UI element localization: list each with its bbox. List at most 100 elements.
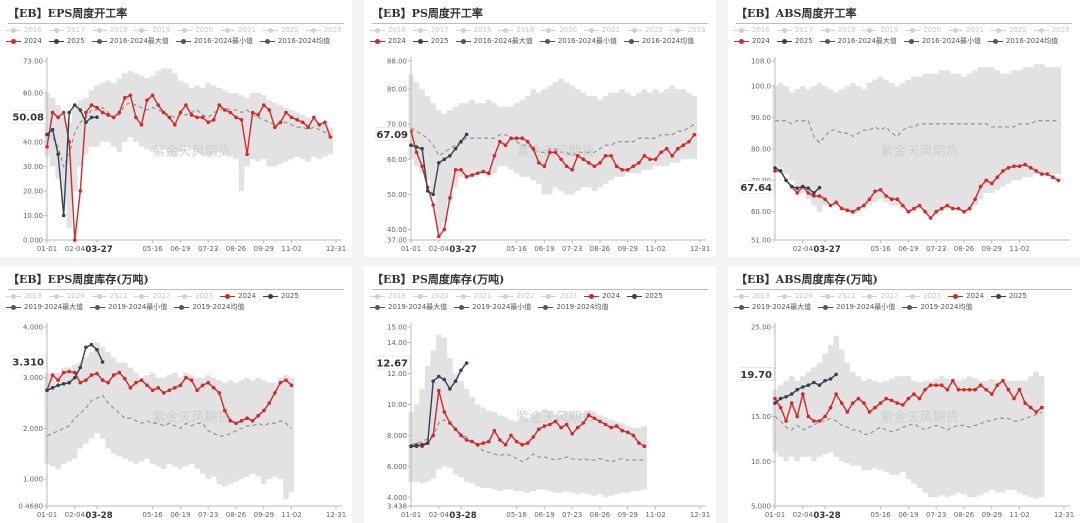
legend-label: 2022 (280, 26, 299, 34)
legend-item-2023[interactable]: 2023 (669, 25, 706, 36)
legend-item-2019-2024[interactable]: 2019-2024最大值 (734, 302, 811, 313)
legend-item-2021[interactable]: 2021 (220, 25, 256, 36)
legend-item-2019-2024[interactable]: 2019-2024均值 (538, 302, 608, 313)
legend-item-2016[interactable]: 2016 (6, 25, 42, 36)
legend-item-2023[interactable]: 2023 (177, 291, 213, 302)
legend-item-2020[interactable]: 2020 (48, 291, 85, 302)
legend-item-2021[interactable]: 2021 (948, 25, 984, 36)
legend-item-2019-2024[interactable]: 2019-2024最大值 (370, 302, 447, 313)
legend-item-2016-2024[interactable]: 2016-2024均值 (987, 36, 1058, 47)
legend-item-2016-2024[interactable]: 2016-2024最小值 (175, 36, 253, 47)
legend-item-2019-2024[interactable]: 2019-2024均值 (902, 302, 972, 313)
data-point-2024 (223, 408, 227, 413)
data-point-2024 (509, 136, 513, 140)
data-point-2024 (78, 380, 83, 385)
legend-item-2019[interactable]: 2019 (862, 25, 898, 36)
legend-item-2022[interactable]: 2022 (626, 25, 663, 36)
legend-item-2021[interactable]: 2021 (91, 291, 128, 302)
legend-item-2025[interactable]: 2025 (990, 291, 1027, 302)
data-point-2024 (620, 168, 624, 172)
legend-item-2020[interactable]: 2020 (905, 25, 941, 36)
legend-item-2021[interactable]: 2021 (819, 291, 855, 302)
legend-marker-icon (91, 38, 107, 45)
legend-item-2021[interactable]: 2021 (584, 25, 620, 36)
legend-item-2019[interactable]: 2019 (498, 25, 534, 36)
legend-item-2019[interactable]: 2019 (134, 25, 170, 36)
range-band-min-max (772, 335, 1045, 499)
data-point-2024 (1023, 401, 1027, 405)
legend-item-2016-2024[interactable]: 2016-2024最大值 (455, 36, 533, 47)
legend-item-2018[interactable]: 2018 (91, 25, 127, 36)
data-point-2024 (884, 194, 888, 198)
watermark: 紫金天风期货 (880, 144, 958, 160)
legend-item-2016[interactable]: 2016 (370, 25, 406, 36)
legend-item-2024[interactable]: 2024 (220, 291, 256, 302)
legend-item-2024[interactable]: 2024 (734, 36, 770, 47)
legend-item-2016-2024[interactable]: 2016-2024均值 (259, 36, 330, 47)
legend-item-2018[interactable]: 2018 (819, 25, 855, 36)
legend-item-2025[interactable]: 2025 (262, 291, 299, 302)
legend-item-2017[interactable]: 2017 (48, 25, 85, 36)
legend-item-2022[interactable]: 2022 (862, 291, 898, 302)
legend-item-2016[interactable]: 2016 (734, 25, 770, 36)
legend-item-2019[interactable]: 2019 (6, 291, 42, 302)
legend-item-2022[interactable]: 2022 (262, 25, 299, 36)
legend-item-2025[interactable]: 2025 (412, 36, 449, 47)
data-point-2024 (592, 416, 597, 421)
legend-item-2022[interactable]: 2022 (134, 291, 170, 302)
legend-item-2023[interactable]: 2023 (1033, 25, 1070, 36)
legend-item-2020[interactable]: 2020 (541, 25, 577, 36)
legend-item-2020[interactable]: 2020 (776, 291, 813, 302)
legend-item-2017[interactable]: 2017 (412, 25, 449, 36)
legend-item-2017[interactable]: 2017 (776, 25, 813, 36)
watermark: 紫金天风期货 (880, 410, 958, 426)
legend-item-2023[interactable]: 2023 (305, 25, 342, 36)
legend-item-2025[interactable]: 2025 (626, 291, 663, 302)
legend-item-2016-2024[interactable]: 2016-2024最小值 (539, 36, 617, 47)
legend-item-2019[interactable]: 2019 (370, 291, 406, 302)
data-point-2024 (67, 369, 71, 374)
data-point-2024 (217, 103, 222, 107)
data-point-2025 (95, 348, 99, 352)
legend-item-2019-2024[interactable]: 2019-2024最大值 (6, 302, 83, 313)
legend-item-2024[interactable]: 2024 (370, 36, 406, 47)
legend-item-2025[interactable]: 2025 (48, 36, 85, 47)
data-point-2024 (851, 209, 855, 214)
legend-label: 2016 (24, 26, 42, 34)
legend-item-2024[interactable]: 2024 (6, 36, 42, 47)
legend-item-2022[interactable]: 2022 (498, 291, 534, 302)
legend-item-2016-2024[interactable]: 2016-2024最大值 (819, 36, 897, 47)
x-tick-label: 06-19 (898, 245, 918, 253)
watermark: 紫金天风期货 (516, 410, 594, 426)
legend-item-2022[interactable]: 2022 (990, 25, 1027, 36)
data-point-2024 (917, 396, 922, 401)
legend-item-2024[interactable]: 2024 (584, 291, 620, 302)
legend-item-2019[interactable]: 2019 (734, 291, 770, 302)
legend-item-2024[interactable]: 2024 (948, 291, 984, 302)
legend-item-2019-2024[interactable]: 2019-2024均值 (174, 302, 244, 313)
legend-item-2016-2024[interactable]: 2016-2024最大值 (91, 36, 169, 47)
legend: 2019 2020 2021 2022 2023 2024 2025 2019-2024最大值… (370, 291, 710, 313)
data-point-2024 (134, 115, 138, 120)
legend-marker-icon (819, 293, 835, 300)
data-point-2024 (828, 405, 833, 410)
legend-item-2019-2024[interactable]: 2019-2024最小值 (454, 302, 531, 313)
legend-item-2020[interactable]: 2020 (177, 25, 213, 36)
legend-item-2019-2024[interactable]: 2019-2024最小值 (818, 302, 895, 313)
y-tick-label: 5.000 (751, 503, 771, 511)
legend-item-2021[interactable]: 2021 (455, 291, 491, 302)
data-point-2024 (581, 157, 586, 162)
legend-item-2020[interactable]: 2020 (412, 291, 449, 302)
legend-label: 2021 (109, 292, 128, 300)
legend-marker-icon (734, 304, 749, 311)
data-point-2025 (89, 342, 94, 347)
y-tick-label: 80.00 (387, 86, 407, 94)
legend-item-2025[interactable]: 2025 (776, 36, 813, 47)
legend-item-2016-2024[interactable]: 2016-2024最小值 (903, 36, 981, 47)
legend-item-2018[interactable]: 2018 (455, 25, 491, 36)
legend-item-2016-2024[interactable]: 2016-2024均值 (623, 36, 694, 47)
legend-item-2023[interactable]: 2023 (541, 291, 577, 302)
legend-item-2019-2024[interactable]: 2019-2024最小值 (90, 302, 167, 313)
legend-item-2023[interactable]: 2023 (905, 291, 941, 302)
data-point-2024 (128, 93, 133, 98)
